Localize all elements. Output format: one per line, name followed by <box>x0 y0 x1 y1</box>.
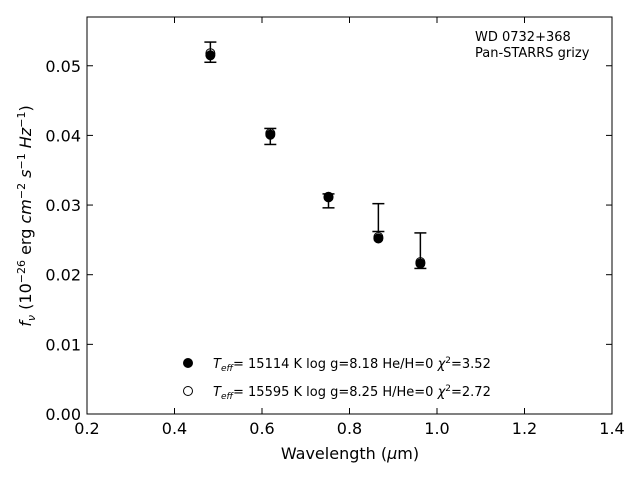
legend-marker-open <box>183 386 193 396</box>
x-axis-label: Wavelength (μm) <box>281 444 419 463</box>
x-tick-label: 0.6 <box>249 419 274 438</box>
y-tick-label: 0.00 <box>45 405 81 424</box>
model-point-open <box>415 257 426 268</box>
y-tick-label: 0.05 <box>45 57 81 76</box>
plot-frame <box>86 16 613 415</box>
x-tick-label: 0.2 <box>74 419 99 438</box>
y-axis-label: fν (10−26 erg cm−2 s−1 Hz−1) <box>15 105 38 326</box>
y-tick-label: 0.03 <box>45 196 81 215</box>
legend-label-1: Teff= 15114 K log g=8.18 He/H=0 χ2=3.52 <box>213 356 491 374</box>
x-tick-label: 1.0 <box>424 419 449 438</box>
legend-marker-filled <box>183 358 193 368</box>
y-tick-label: 0.04 <box>45 126 81 145</box>
x-tick-label: 0.4 <box>162 419 187 438</box>
model-point-open <box>323 191 334 202</box>
legend: Teff= 15114 K log g=8.18 He/H=0 χ2=3.52 … <box>183 356 491 402</box>
annotation-line-1: WD 0732+368 <box>475 30 571 45</box>
y-tick-label: 0.02 <box>45 266 81 285</box>
x-tick-label: 1.2 <box>512 419 537 438</box>
axis-ticks: 0.2 0.4 0.6 0.8 1.0 1.2 1.4 0.00 0.01 0.02 0.03 0.0… <box>45 17 625 438</box>
model-point-open <box>373 232 384 243</box>
legend-label-2: Teff= 15595 K log g=8.25 H/He=0 χ2=2.72 <box>213 384 491 402</box>
model-point-filled <box>205 50 216 61</box>
model-point-open <box>205 48 216 59</box>
model-point-open <box>265 128 276 139</box>
x-tick-label: 1.4 <box>599 419 624 438</box>
annotation-line-2: Pan-STARRS grizy <box>475 46 590 61</box>
data-markers <box>205 48 426 269</box>
y-tick-label: 0.01 <box>45 335 81 354</box>
x-tick-label: 0.8 <box>337 419 362 438</box>
error-bars <box>204 41 427 270</box>
